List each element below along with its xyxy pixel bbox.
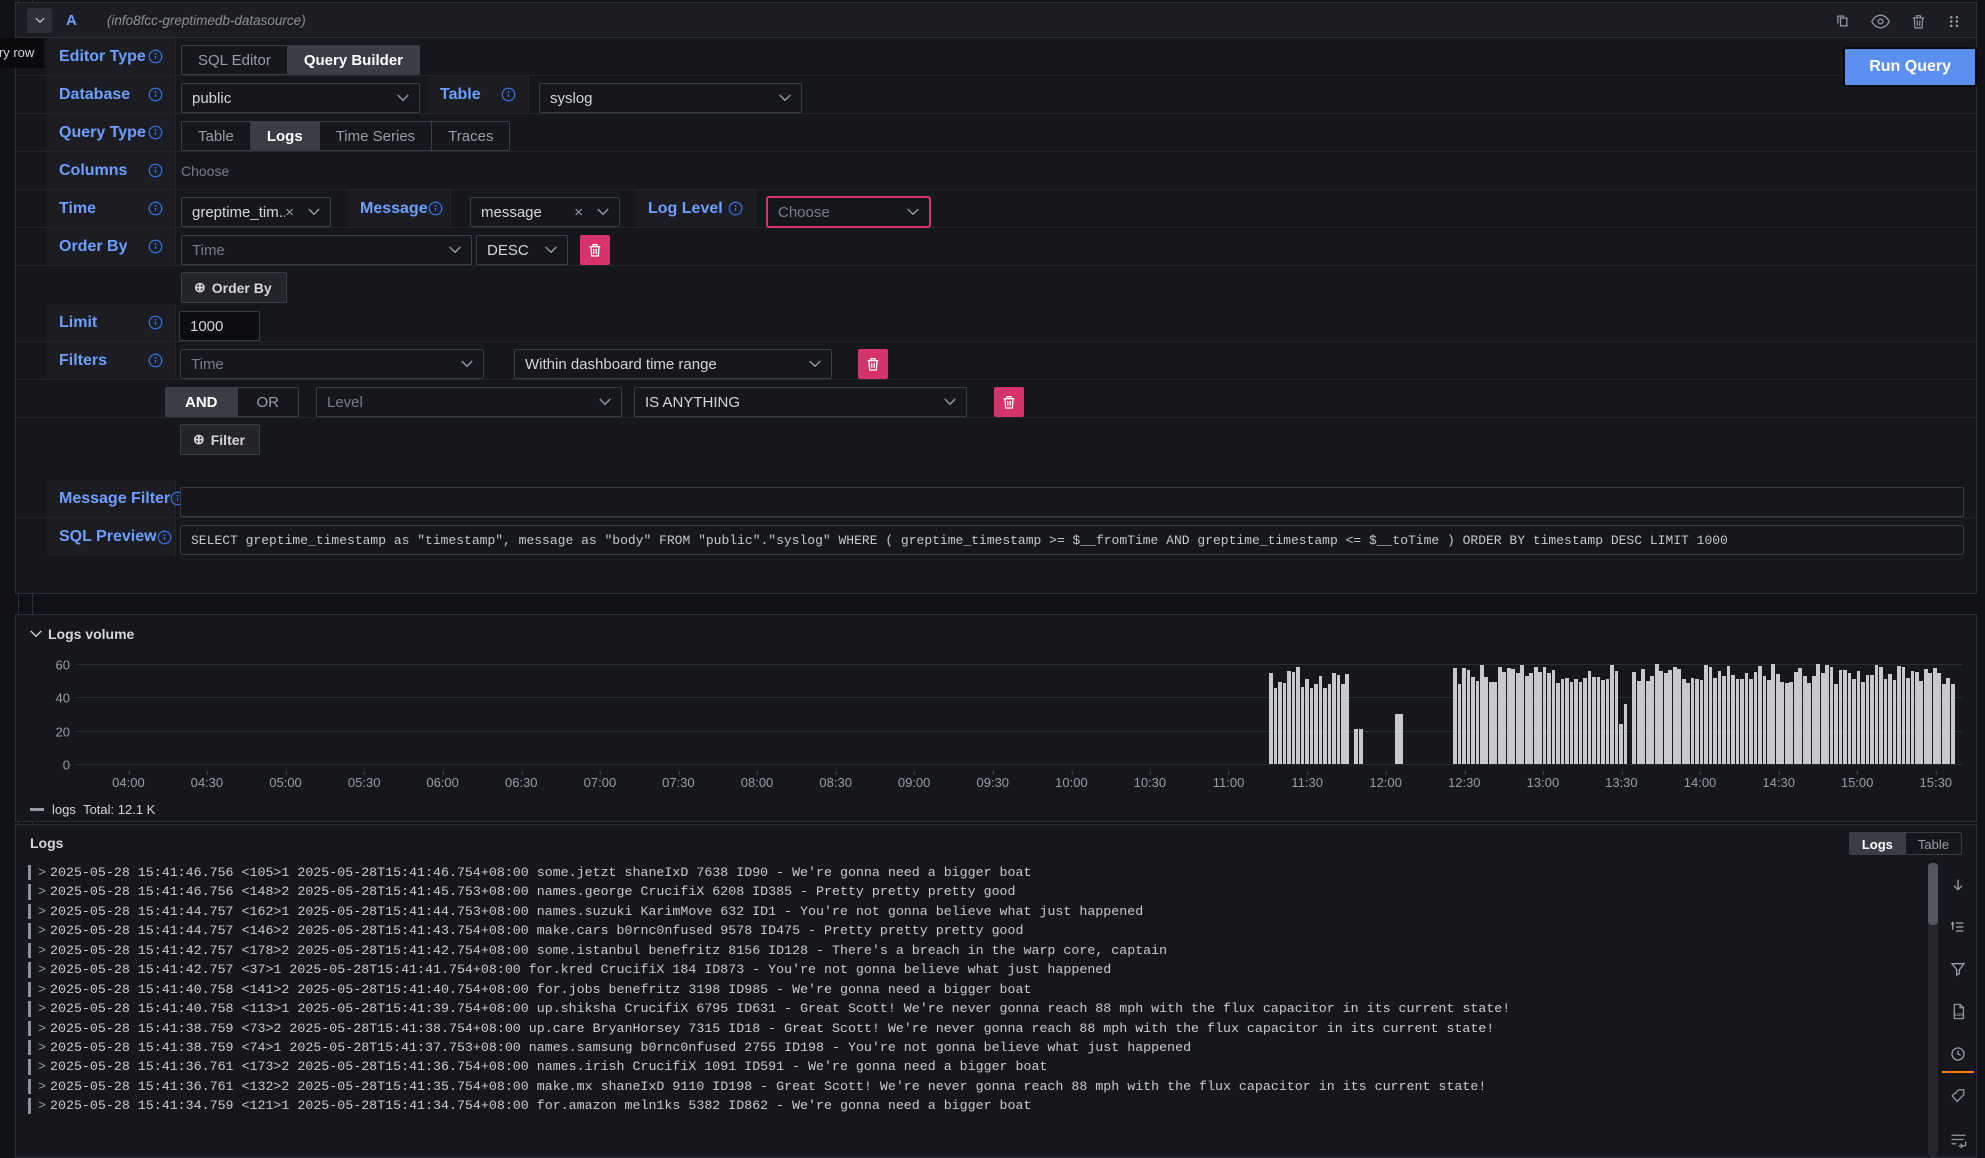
svg-text:LOG: LOG (1954, 1012, 1964, 1017)
